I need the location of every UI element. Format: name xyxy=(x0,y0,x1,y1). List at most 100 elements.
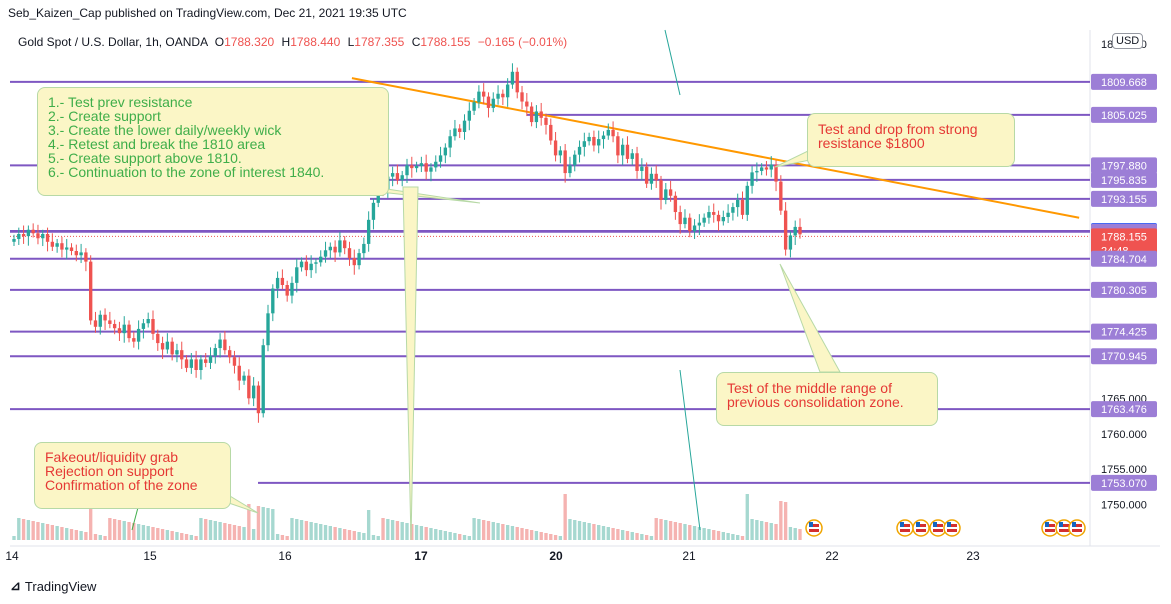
volume-bar xyxy=(362,533,366,540)
volume-bar xyxy=(314,523,318,540)
open-value: 1788.320 xyxy=(224,35,275,49)
low-label: L xyxy=(347,35,355,49)
volume-bar xyxy=(204,519,208,540)
volume-bar xyxy=(323,525,328,540)
volume-bar xyxy=(237,526,241,540)
candle-body xyxy=(712,212,716,215)
volume-bar xyxy=(414,525,419,540)
middle-range-note[interactable]: Test of the middle range of previous con… xyxy=(716,372,938,426)
volume-bar xyxy=(755,520,759,540)
candle-body xyxy=(410,165,414,169)
high-label: H xyxy=(281,35,291,49)
candle-body xyxy=(122,324,126,334)
candle-body xyxy=(299,261,304,268)
plan-line-3: 3.- Create the lower daily/weekly wick xyxy=(48,122,282,138)
x-tick-label: 21 xyxy=(682,549,696,563)
volume-bar xyxy=(347,530,352,540)
candle-body xyxy=(362,243,366,254)
candle-body xyxy=(366,219,371,244)
volume-bar xyxy=(678,523,682,540)
candle-body xyxy=(218,339,222,349)
candle-body xyxy=(395,173,400,181)
candle-body xyxy=(256,385,261,414)
candle-body xyxy=(160,343,165,350)
volume-bar xyxy=(539,532,543,540)
price-level-label-bg xyxy=(1091,106,1157,123)
candle-body xyxy=(333,246,337,253)
volume-bar xyxy=(515,527,519,540)
candle-body xyxy=(496,93,500,99)
candle-body xyxy=(779,181,783,211)
volume-bar xyxy=(74,530,78,540)
volume-bar xyxy=(510,526,515,540)
candle-body xyxy=(328,246,332,251)
volume-bar xyxy=(649,536,654,540)
volume-bar xyxy=(261,507,265,540)
volume-bar xyxy=(779,501,783,540)
candle-body xyxy=(93,320,98,327)
candle-body xyxy=(769,164,773,170)
candle-body xyxy=(673,195,678,213)
volume-bar xyxy=(482,520,486,540)
volume-bar xyxy=(453,533,457,540)
price-level-label: 1805.025 xyxy=(1101,110,1147,122)
candle-body xyxy=(716,214,721,222)
volume-bar xyxy=(50,525,55,540)
plan-note-pointer-2 xyxy=(402,186,419,541)
price-level-label: 1795.835 xyxy=(1101,175,1147,187)
middle-line-2: previous consolidation zone. xyxy=(727,394,904,410)
price-level-label-bg xyxy=(1091,157,1157,174)
high-value: 1788.440 xyxy=(290,35,341,49)
volume-bar xyxy=(290,518,294,540)
volume-bar xyxy=(736,535,740,540)
volume-bar xyxy=(534,531,539,540)
candle-body xyxy=(227,350,232,358)
x-tick-label: 17 xyxy=(414,549,428,563)
candle-body xyxy=(12,238,16,242)
candle-body xyxy=(740,200,745,215)
volume-bar xyxy=(223,523,227,540)
published-line: Seb_Kaizen_Cap published on TradingView.… xyxy=(8,6,407,20)
candle-body xyxy=(587,136,591,142)
volume-bar xyxy=(98,535,102,540)
candle-body xyxy=(371,202,376,220)
candle-body xyxy=(309,263,313,271)
volume-bar xyxy=(688,525,692,540)
candle-body xyxy=(697,222,702,226)
candle-body xyxy=(520,92,524,102)
symbol-name: Gold Spot / U.S. Dollar, 1h, OANDA xyxy=(18,35,208,49)
currency-button[interactable]: USD xyxy=(1112,33,1144,49)
candle-body xyxy=(606,129,610,136)
volume-bar xyxy=(247,504,251,540)
volume-bar xyxy=(141,525,146,540)
volume-bar xyxy=(573,520,577,540)
volume-bar xyxy=(707,529,711,540)
volume-bar xyxy=(89,509,93,540)
candle-body xyxy=(625,144,630,159)
candle-body xyxy=(295,267,299,283)
volume-bar xyxy=(745,494,749,540)
open-label: O xyxy=(214,35,225,49)
fakeout-note[interactable]: Fakeout/liquidity grab Rejection on supp… xyxy=(34,442,231,509)
volume-bar xyxy=(654,518,658,540)
candle-body xyxy=(55,243,59,247)
candle-body xyxy=(664,189,668,200)
us-flag-canton xyxy=(916,522,920,527)
us-flag-stripe xyxy=(900,524,910,527)
price-level-label-bg xyxy=(1091,323,1157,340)
candle-body xyxy=(616,136,620,156)
plan-line-1: 1.- Test prev resistance xyxy=(48,94,193,110)
volume-bar xyxy=(712,530,716,540)
candle-body xyxy=(491,98,495,108)
tradingview-brand[interactable]: ⊿ TradingView xyxy=(10,578,96,594)
candle-body xyxy=(721,217,725,222)
us-flag-canton xyxy=(1059,522,1063,527)
candle-body xyxy=(577,146,582,155)
resistance-note[interactable]: Test and drop from strong resistance $18… xyxy=(807,113,1015,167)
volume-bar xyxy=(477,519,481,540)
volume-bar xyxy=(769,523,773,540)
candle-body xyxy=(79,252,83,256)
volume-bar xyxy=(395,521,400,540)
trade-plan-note[interactable]: 1.- Test prev resistance 2.- Create supp… xyxy=(37,87,389,196)
volume-bar xyxy=(132,523,136,540)
